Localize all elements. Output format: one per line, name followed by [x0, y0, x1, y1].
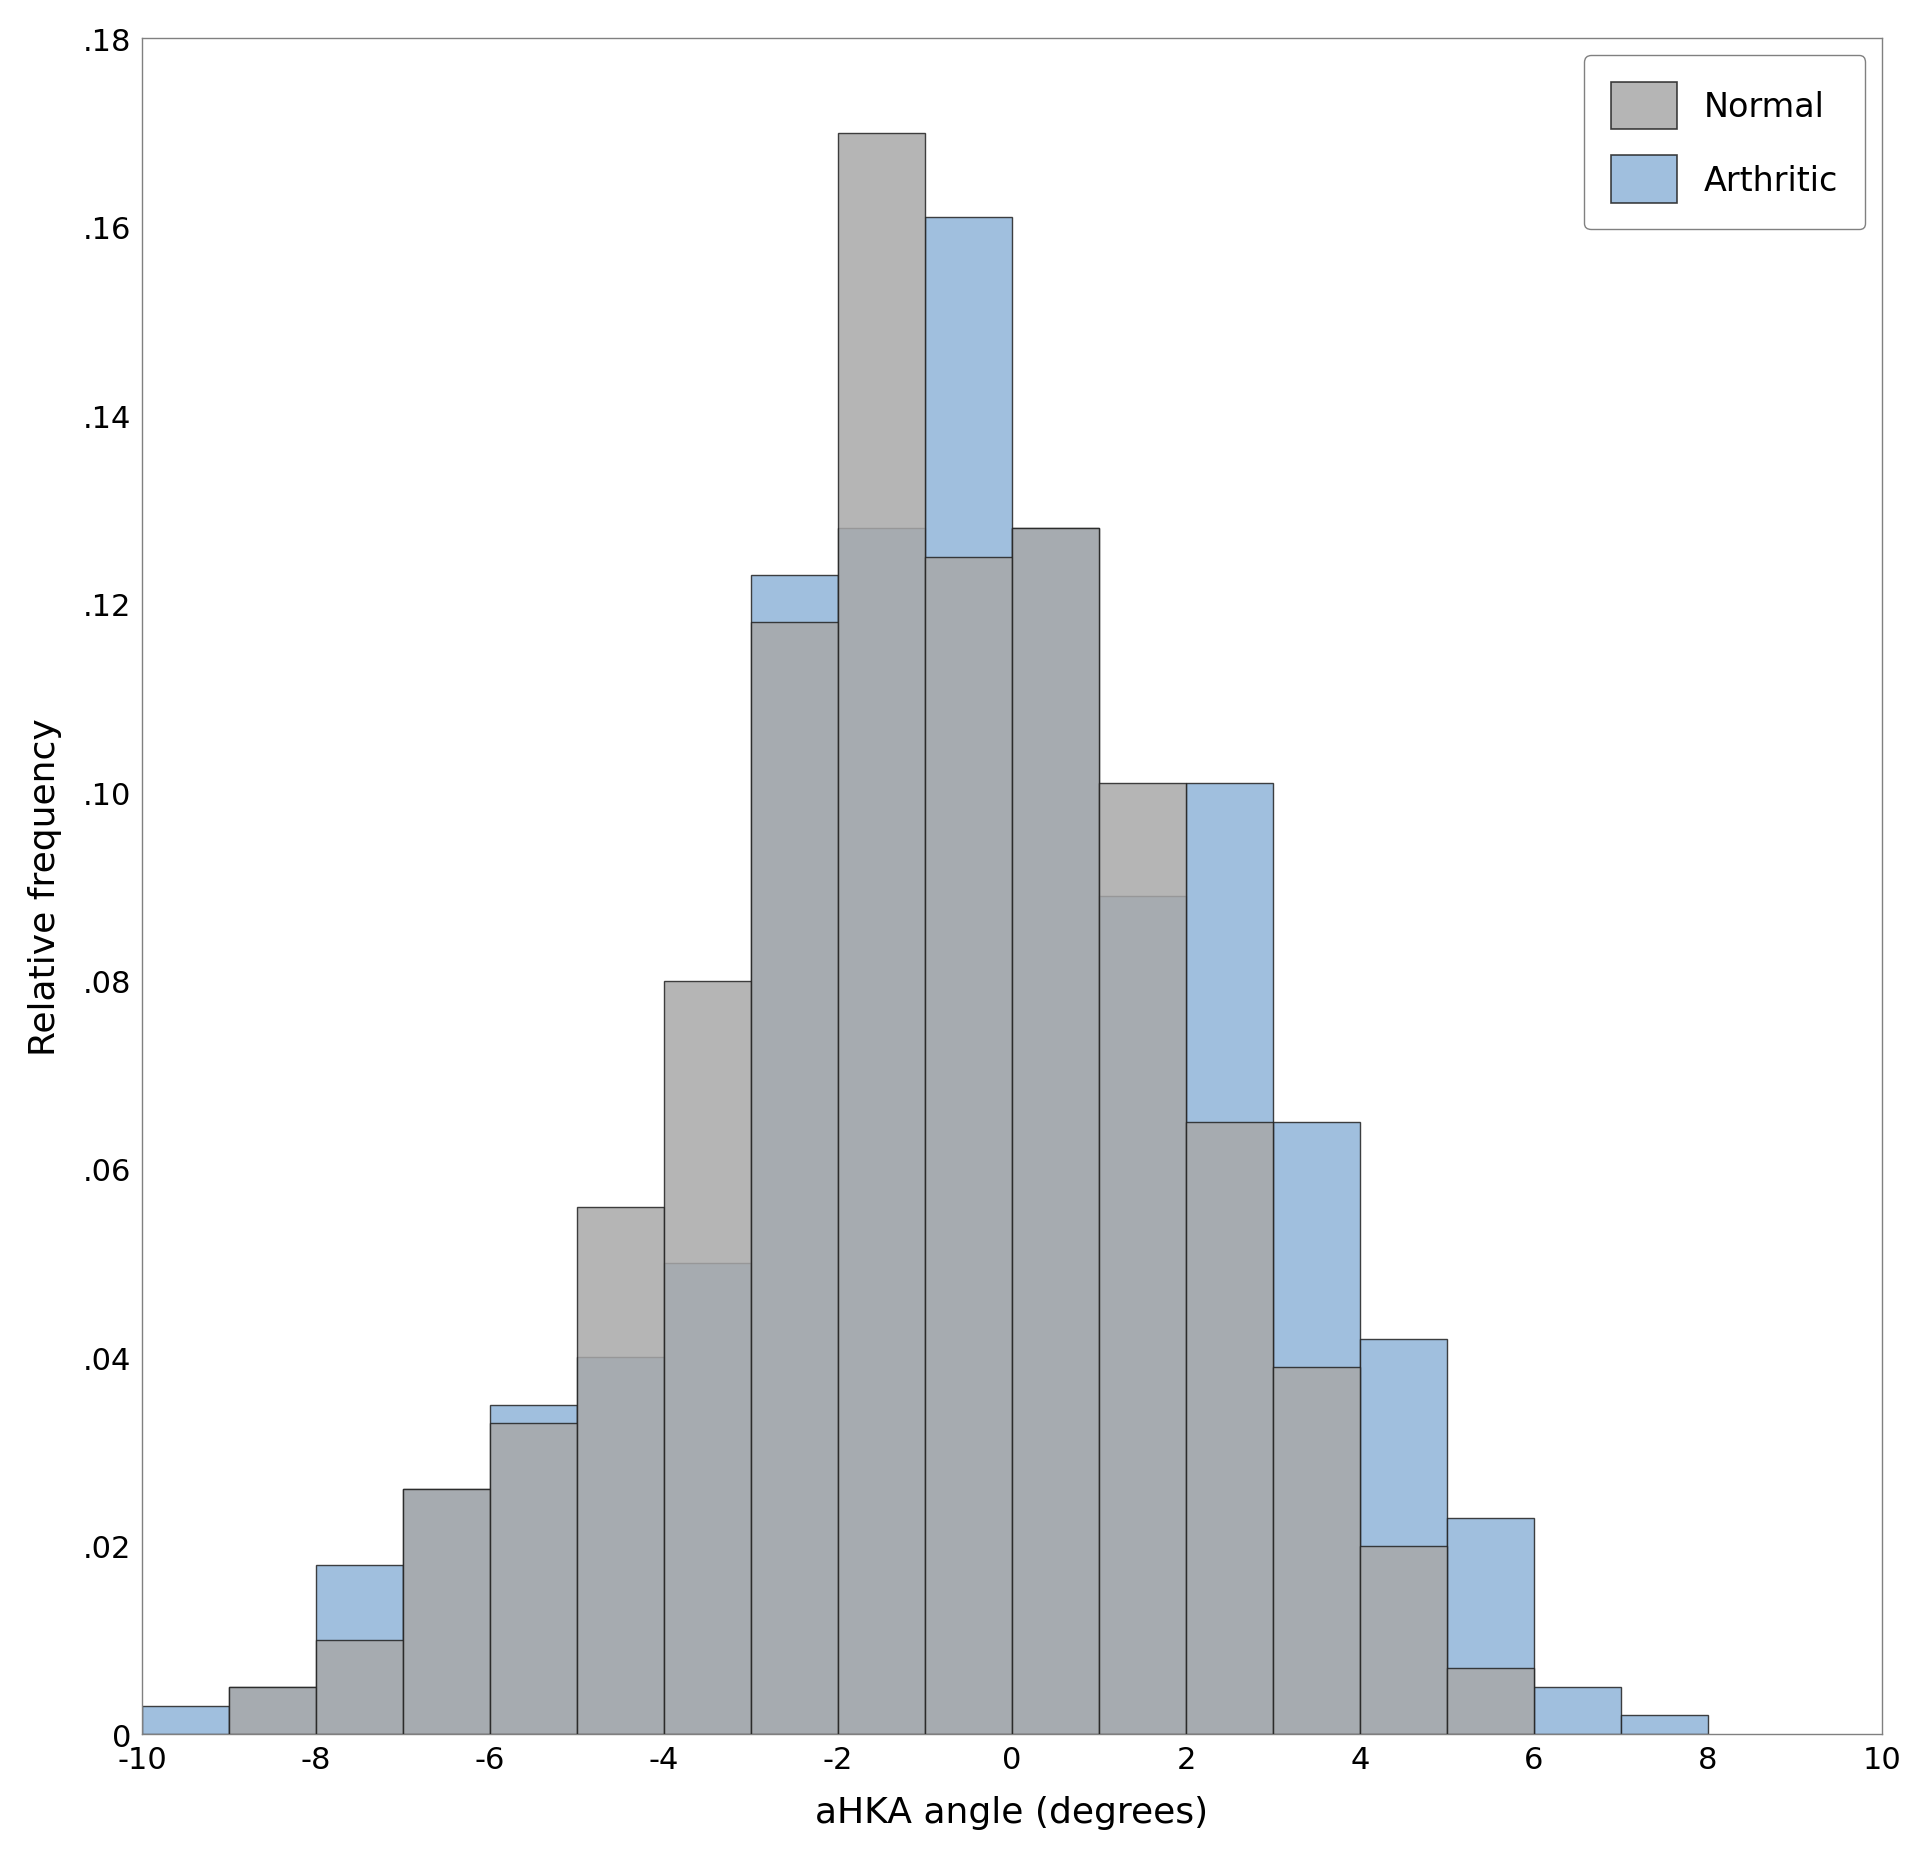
Bar: [1273, 1122, 1360, 1734]
Bar: [664, 1263, 750, 1734]
X-axis label: aHKA angle (degrees): aHKA angle (degrees): [816, 1796, 1209, 1829]
Bar: [750, 576, 837, 1734]
Bar: [1013, 529, 1100, 1734]
Bar: [577, 1207, 664, 1734]
Bar: [403, 1489, 490, 1734]
Bar: [230, 1688, 316, 1734]
Bar: [750, 624, 837, 1734]
Bar: [1360, 1547, 1447, 1734]
Bar: [577, 1357, 664, 1734]
Bar: [1273, 1367, 1360, 1734]
Bar: [1534, 1688, 1620, 1734]
Bar: [664, 980, 750, 1734]
Bar: [1100, 784, 1186, 1734]
Bar: [837, 529, 926, 1734]
Bar: [143, 1707, 230, 1734]
Bar: [1186, 1122, 1273, 1734]
Bar: [926, 557, 1013, 1734]
Bar: [837, 134, 926, 1734]
Bar: [1360, 1339, 1447, 1734]
Y-axis label: Relative frequency: Relative frequency: [27, 719, 62, 1055]
Bar: [1620, 1716, 1707, 1734]
Legend: Normal, Arthritic: Normal, Arthritic: [1584, 56, 1865, 230]
Bar: [1447, 1517, 1534, 1734]
Bar: [490, 1404, 577, 1734]
Bar: [490, 1424, 577, 1734]
Bar: [1100, 897, 1186, 1734]
Bar: [316, 1640, 403, 1734]
Bar: [1013, 529, 1100, 1734]
Bar: [316, 1565, 403, 1734]
Bar: [230, 1688, 316, 1734]
Bar: [1447, 1668, 1534, 1734]
Bar: [1186, 784, 1273, 1734]
Bar: [926, 217, 1013, 1734]
Bar: [403, 1489, 490, 1734]
